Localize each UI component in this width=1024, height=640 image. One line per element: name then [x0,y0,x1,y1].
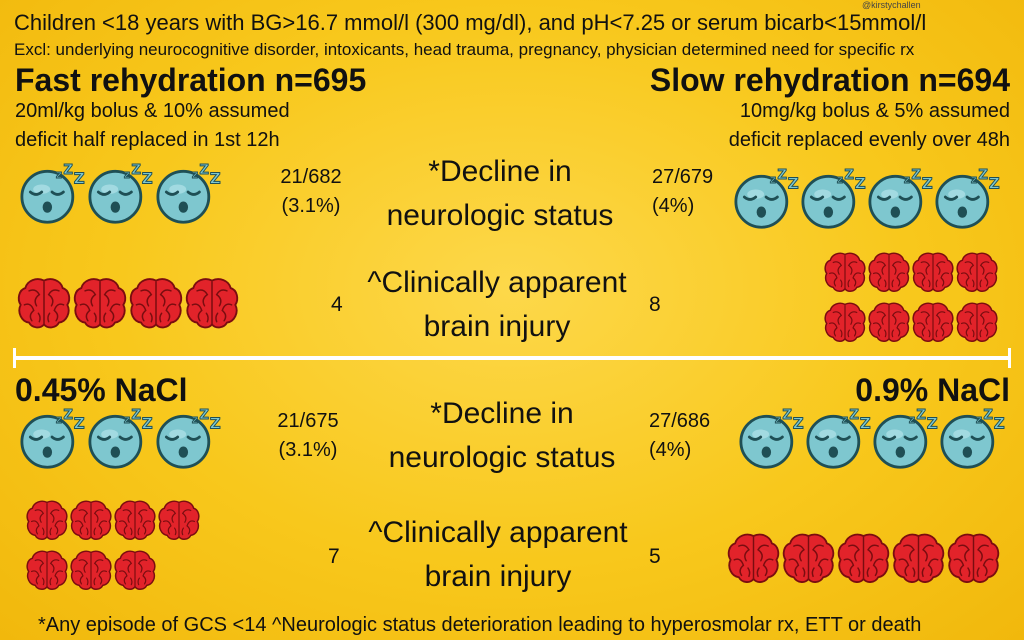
brain-icon [113,496,157,544]
sleeping-face-icon [806,407,872,469]
slow-decline-icons [734,167,1001,229]
brain-icon [25,546,69,594]
brain-icon [867,248,911,296]
normal-saline-injury-count: 5 [649,545,661,568]
fast-injury-count: 4 [331,293,343,316]
decline-label-line1: *Decline in [430,397,574,430]
brain-icon [157,496,201,544]
sleeping-face-icon [940,407,1006,469]
author-handle: @kirstychallen [862,0,921,10]
sleeping-face-icon [20,162,86,224]
fast-rehydration-desc-line2: deficit half replaced in 1st 12h [15,129,280,151]
normal-saline-decline-icons [739,407,1006,469]
half-saline-decline-fraction: 21/675 [277,410,339,432]
brain-icon [69,546,113,594]
sleeping-face-icon [739,407,805,469]
brain-icon [911,248,955,296]
injury-label-bottom: ^Clinically apparent brain injury [348,511,648,599]
sleeping-face-icon [868,167,934,229]
sleeping-face-icon [88,407,154,469]
brain-icon [25,496,69,544]
brain-icon [836,528,891,588]
fast-decline-percent: (3.1%) [281,195,341,217]
divider-right-cap [1008,348,1011,368]
fast-decline-icons [20,162,222,224]
fast-decline-stats: 21/682 (3.1%) [278,163,344,221]
injury-label-line2: brain injury [424,560,572,593]
brain-icon [781,528,836,588]
half-saline-injury-icons [25,496,201,594]
injury-label-line1: ^Clinically apparent [368,516,628,549]
injury-label-top: ^Clinically apparent brain injury [347,261,647,349]
decline-label-line1: *Decline in [428,155,572,188]
sleeping-face-icon [156,407,222,469]
exclusion-criteria: Excl: underlying neurocognitive disorder… [14,40,915,59]
brain-icon [184,273,240,333]
fast-rehydration-desc-line1: 20ml/kg bolus & 10% assumed [15,100,290,122]
brain-icon [955,298,999,346]
brain-icon [946,528,1001,588]
decline-label-bottom: *Decline in neurologic status [352,392,652,480]
slow-decline-stats: 27/679 (4%) [652,163,713,221]
slow-decline-percent: (4%) [652,195,695,217]
normal-saline-title: 0.9% NaCl [855,372,1010,408]
normal-saline-decline-fraction: 27/686 [649,410,711,432]
decline-label-line2: neurologic status [386,199,614,232]
brain-icon [823,248,867,296]
brain-icon [867,298,911,346]
section-divider [14,356,1010,360]
half-saline-decline-percent: (3.1%) [278,439,338,461]
fast-rehydration-title: Fast rehydration n=695 [15,62,367,98]
brain-icon [726,528,781,588]
brain-icon [891,528,946,588]
half-saline-decline-stats: 21/675 (3.1%) [275,407,341,465]
brain-icon [113,546,157,594]
half-saline-title: 0.45% NaCl [15,372,188,408]
brain-icon [72,273,128,333]
brain-icon [955,248,999,296]
slow-rehydration-title: Slow rehydration n=694 [649,62,1010,98]
sleeping-face-icon [801,167,867,229]
injury-label-line2: brain injury [423,310,571,343]
normal-saline-decline-percent: (4%) [649,439,692,461]
brain-icon [128,273,184,333]
sleeping-face-icon [156,162,222,224]
half-saline-decline-icons [20,407,222,469]
normal-saline-decline-stats: 27/686 (4%) [649,407,710,465]
slow-rehydration-desc-line2: deficit replaced evenly over 48h [728,129,1010,151]
inclusion-criteria: Children <18 years with BG>16.7 mmol/l (… [14,10,927,35]
sleeping-face-icon [935,167,1001,229]
slow-decline-fraction: 27/679 [652,166,714,188]
fast-injury-icons [16,273,240,333]
sleeping-face-icon [88,162,154,224]
brain-icon [911,298,955,346]
injury-label-line1: ^Clinically apparent [367,266,627,299]
normal-saline-injury-icons [726,528,1001,588]
half-saline-injury-count: 7 [328,545,340,568]
fast-decline-fraction: 21/682 [280,166,342,188]
slow-rehydration-desc-line1: 10mg/kg bolus & 5% assumed [739,100,1010,122]
brain-icon [823,298,867,346]
sleeping-face-icon [20,407,86,469]
decline-label-top: *Decline in neurologic status [350,150,650,238]
brain-icon [69,496,113,544]
slow-injury-count: 8 [649,293,661,316]
footnote: *Any episode of GCS <14 ^Neurologic stat… [38,614,922,636]
sleeping-face-icon [873,407,939,469]
sleeping-face-icon [734,167,800,229]
decline-label-line2: neurologic status [388,441,616,474]
slow-injury-icons [823,248,999,346]
divider-left-cap [13,348,16,368]
brain-icon [16,273,72,333]
